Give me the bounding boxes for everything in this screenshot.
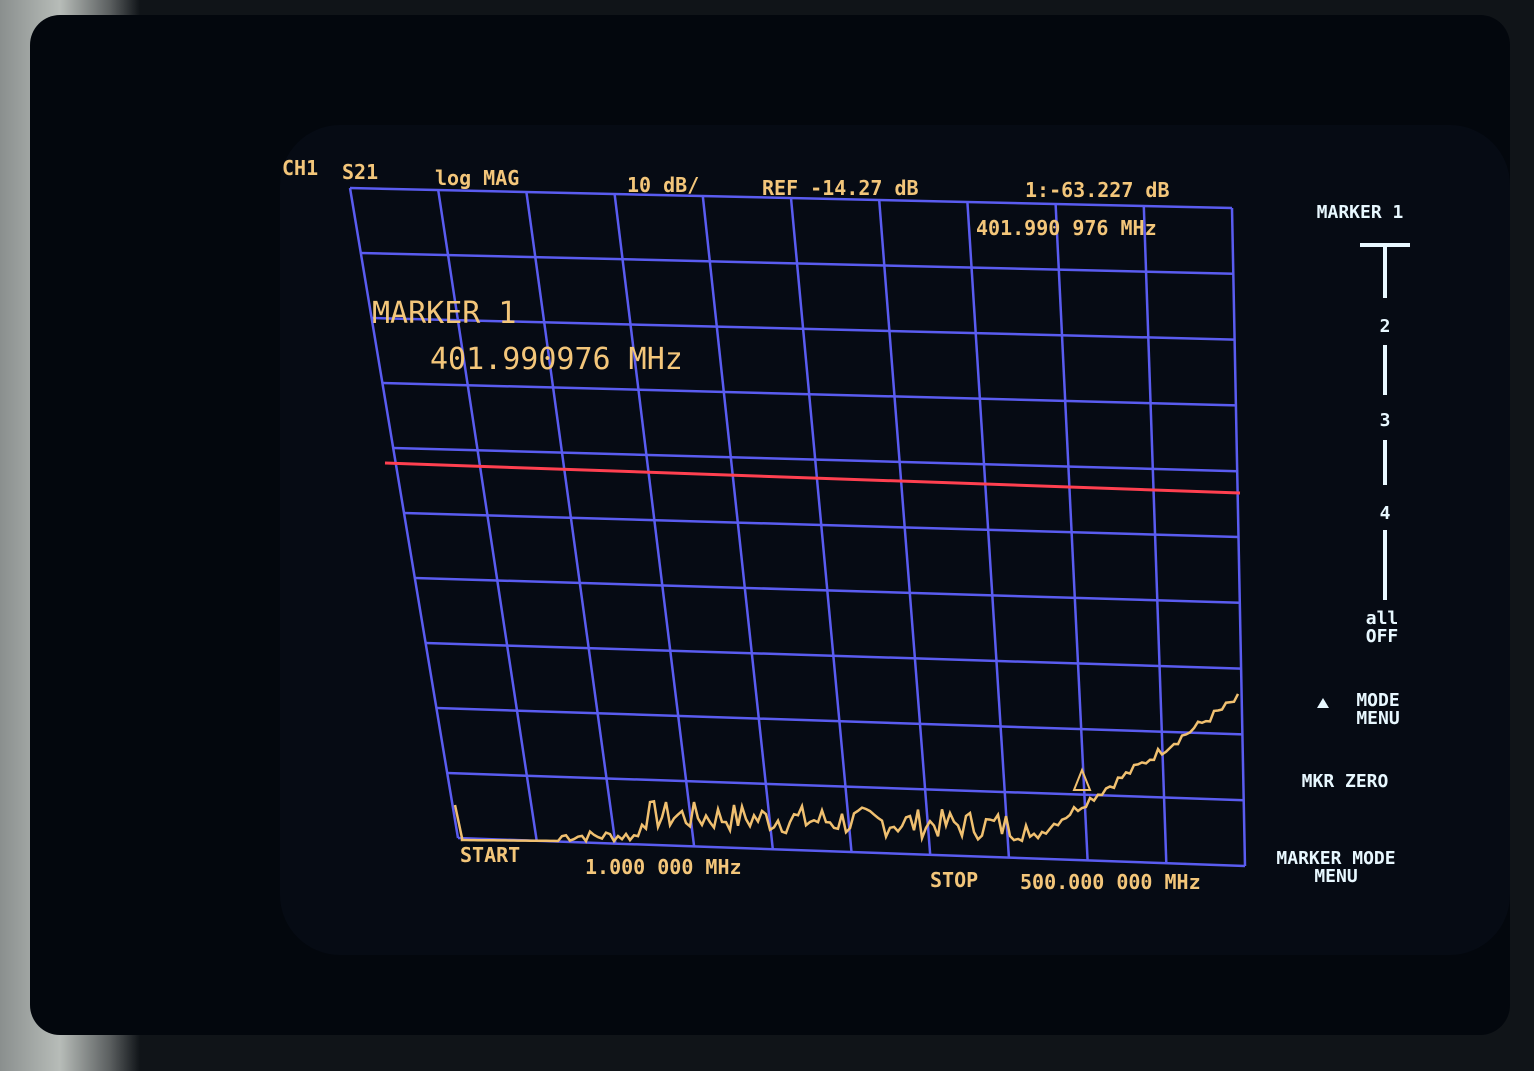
grid-line (966, 201, 1011, 858)
crt (280, 125, 1510, 955)
reference: REF -14.27 dB (762, 176, 919, 200)
stop-label: STOP (930, 868, 979, 892)
channel: CH1 (282, 156, 319, 180)
grid-line (457, 836, 1246, 868)
marker-symbol (1072, 767, 1092, 791)
parameter: S21 (342, 160, 379, 184)
grid-line (348, 187, 460, 839)
grid-line (447, 771, 1244, 802)
softkey-title[interactable]: MARKER 1 (1316, 202, 1404, 223)
softkey[interactable]: 3 (1379, 410, 1391, 431)
grid-line (414, 576, 1240, 605)
grid-line (403, 511, 1239, 539)
grid-line (436, 706, 1243, 736)
start-value: 1.000 000 MHz (585, 855, 742, 879)
format: log MAG (435, 166, 520, 190)
stop-value: 500.000 000 MHz (1020, 870, 1201, 894)
screen (30, 15, 1510, 1035)
marker-box-frequency: 401.990976 MHz (430, 342, 683, 377)
marker-readout: 1:-63.227 dB (1025, 178, 1170, 202)
scale: 10 dB/ (627, 173, 700, 197)
softkey[interactable]: 2 (1379, 316, 1391, 337)
softkey[interactable]: all OFF (1365, 608, 1399, 647)
marker-title: MARKER 1 (372, 296, 517, 331)
softkey[interactable]: 4 (1379, 503, 1391, 524)
marker-frequency: 401.990 976 MHz (976, 216, 1157, 240)
trace (453, 693, 1240, 844)
reference-line (384, 461, 1241, 495)
grid-line (425, 641, 1242, 670)
grid-line (1230, 207, 1247, 867)
softkey[interactable]: MODE MENU (1356, 690, 1400, 729)
grid-line (877, 199, 932, 855)
softkey[interactable]: MKR ZERO (1301, 771, 1389, 792)
softkey-arrow (1317, 698, 1329, 708)
grid-line (1054, 203, 1089, 861)
softkey[interactable]: MARKER MODE MENU (1276, 848, 1396, 887)
start-label: START (460, 843, 521, 867)
